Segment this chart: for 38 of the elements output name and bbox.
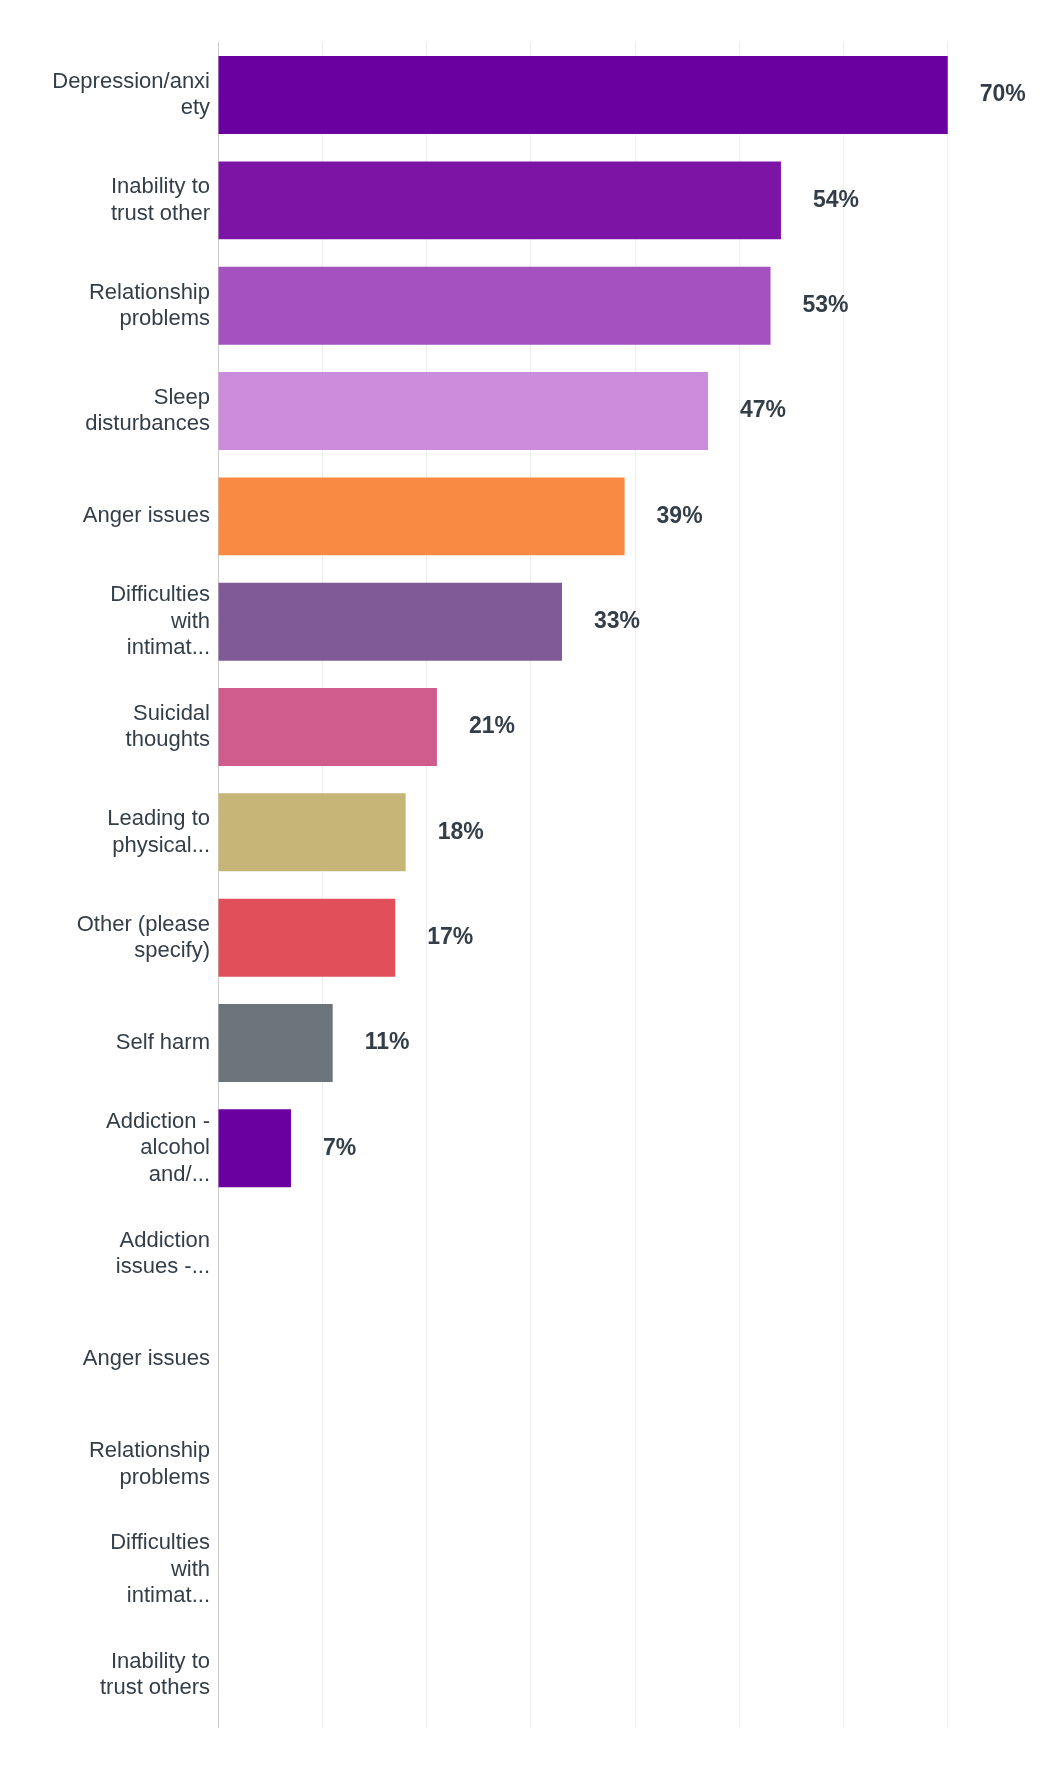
bar [218, 266, 771, 345]
data-label: 54% [812, 185, 859, 212]
y-tick-label: Other (please specify) [76, 910, 210, 962]
data-label: 21% [468, 712, 515, 739]
y-tick-label: Anger issues [82, 1345, 210, 1371]
y-tick-label: Inability to trust other [110, 173, 210, 225]
bar [218, 372, 708, 451]
bar [218, 1004, 333, 1082]
bar [218, 898, 396, 977]
y-tick-label: Anger issues [82, 502, 210, 528]
y-tick-label: Self harm [115, 1029, 210, 1055]
bar [218, 1109, 291, 1188]
bar [218, 477, 625, 556]
y-tick-label: Addiction - alcohol and/... [106, 1107, 210, 1186]
bar [218, 582, 563, 661]
y-tick-label: Addiction issues -... [115, 1226, 210, 1278]
data-label: 18% [437, 817, 484, 844]
bar [218, 56, 948, 135]
data-label: 7% [322, 1133, 357, 1160]
bar [218, 793, 406, 872]
bar [218, 688, 437, 766]
y-tick-label: Difficulties with intimat... [110, 1529, 210, 1608]
data-label: 11% [364, 1028, 410, 1055]
y-tick-label: Relationship problems [88, 1437, 210, 1489]
data-label: 17% [427, 923, 474, 950]
data-label: 70% [979, 80, 1026, 107]
data-label: 33% [594, 607, 641, 634]
data-label: 47% [739, 396, 787, 423]
y-tick-label: Leading to physical... [107, 805, 210, 857]
y-tick-label: Sleep disturbances [85, 383, 210, 436]
y-tick-label: Inability to trust others [99, 1647, 210, 1700]
y-tick-label: Depression/anxiety [52, 67, 210, 120]
data-label: 53% [802, 291, 849, 318]
y-tick-label: Suicidal thoughts [125, 699, 210, 752]
y-tick-label: Difficulties with intimat... [110, 581, 210, 660]
data-label: 39% [656, 501, 703, 528]
y-tick-label: Relationship problems [88, 278, 210, 330]
bar [218, 161, 781, 240]
